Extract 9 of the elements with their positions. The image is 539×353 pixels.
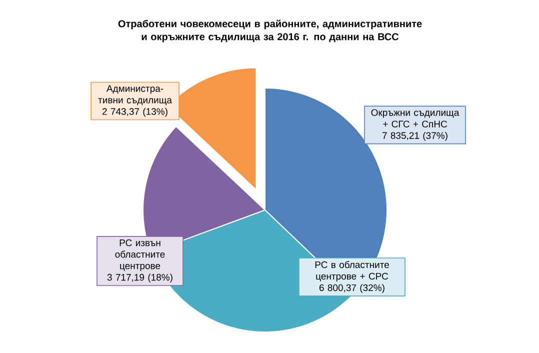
slice-label: Окръжни съдилища + СГС + СпНС <box>371 109 460 128</box>
slice-label: РС извън областните центрове <box>115 239 165 272</box>
chart-title: Отработени човекомесеци в районните, административните и окръжните съдилища за 2016 г. по данни на ВСС <box>118 20 422 42</box>
data-label: 3 717,19 (18%) <box>107 274 172 283</box>
slice-label: РС в областните центрове + СРС <box>315 261 389 282</box>
slice-label: Администра-тивни съдилища <box>98 85 172 106</box>
data-label: 2 743,37 (13%) <box>102 108 168 117</box>
data-label: 6 800,37 (32%) <box>319 284 384 293</box>
data-label: 7 835,21 (37%) <box>382 132 448 141</box>
